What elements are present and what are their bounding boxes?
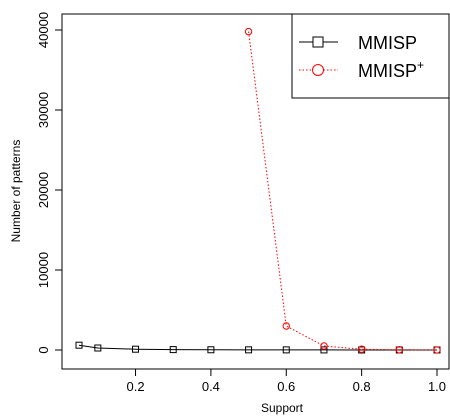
data-point xyxy=(207,346,215,354)
data-point xyxy=(244,27,253,36)
x-tick-label: 1.0 xyxy=(428,379,446,394)
data-point xyxy=(320,342,328,350)
legend-label: MMISP xyxy=(358,33,417,53)
x-axis-title: Support xyxy=(261,401,304,415)
legend-entry: MMISP xyxy=(299,33,417,53)
series-line xyxy=(248,31,438,351)
legend-entries: MMISP MMISP+ xyxy=(299,33,424,81)
series-line xyxy=(78,344,438,351)
plot-frame xyxy=(61,13,450,370)
y-tick-label: 0 xyxy=(36,346,51,353)
legend-box xyxy=(291,13,450,99)
data-point xyxy=(169,346,177,354)
y-axis: 0 10000 20000 30000 40000 xyxy=(36,12,62,354)
data-point xyxy=(94,344,102,352)
y-tick-label: 20000 xyxy=(36,172,51,208)
legend-entry: MMISP+ xyxy=(299,58,424,81)
x-axis: 0.2 0.4 0.6 0.8 1.0 xyxy=(126,369,446,394)
y-tick-label: 30000 xyxy=(36,92,51,128)
x-tick-label: 0.2 xyxy=(126,379,144,394)
data-point xyxy=(75,341,83,349)
data-point xyxy=(245,346,253,354)
axes: 0.2 0.4 0.6 0.8 1.0 0 10000 20000 30000 40000 xyxy=(36,12,450,394)
legend: MMISP MMISP+ xyxy=(291,13,450,99)
x-tick-label: 0.8 xyxy=(353,379,371,394)
legend-label: MMISP+ xyxy=(358,58,424,81)
x-tick-label: 0.6 xyxy=(277,379,295,394)
data-point xyxy=(395,346,404,354)
series-2 xyxy=(244,27,441,354)
series-1 xyxy=(75,341,441,354)
data-point xyxy=(282,322,290,330)
series-layer xyxy=(75,27,441,354)
legend-marker xyxy=(312,64,324,76)
data-point xyxy=(282,346,290,354)
y-axis-title: Number of patterns xyxy=(9,140,23,243)
data-point xyxy=(433,346,441,354)
data-point xyxy=(357,345,366,353)
data-point xyxy=(132,345,140,353)
y-tick-label: 40000 xyxy=(36,12,51,48)
data-point xyxy=(320,346,328,354)
y-tick-label: 10000 xyxy=(36,252,51,288)
legend-marker xyxy=(312,36,324,48)
x-tick-label: 0.4 xyxy=(202,379,220,394)
